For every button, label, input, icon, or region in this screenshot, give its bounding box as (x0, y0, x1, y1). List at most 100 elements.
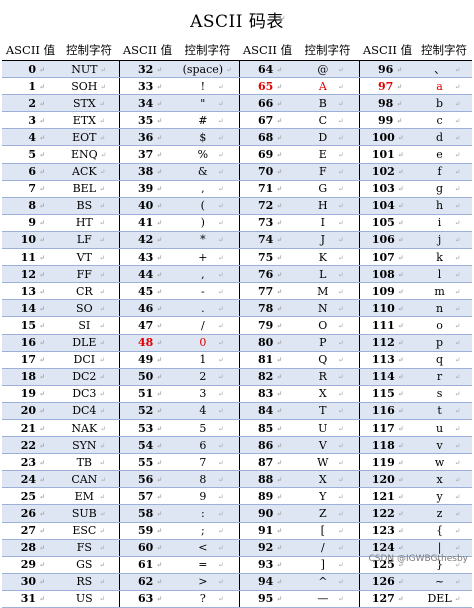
ascii-code: 81 (258, 353, 274, 367)
control-char-cell: FS ↵ (59, 539, 120, 557)
title-paragraph-mark: ↵ (279, 14, 286, 23)
paragraph-mark-icon: ↵ (217, 185, 224, 194)
ascii-code: 63 (138, 592, 154, 606)
paragraph-mark-icon: ↵ (276, 81, 283, 91)
ascii-code-cell: 4 ↵ (2, 128, 59, 147)
ascii-code-cell: 118 ↵ (359, 436, 416, 455)
ascii-code: 30 (20, 575, 37, 589)
paragraph-mark-icon: ↵ (276, 526, 283, 536)
control-char: e (436, 148, 443, 162)
paragraph-mark-icon: ↵ (99, 270, 106, 279)
ascii-code-cell: 22 ↵ (2, 436, 59, 455)
control-char-cell: 2 ↵ (176, 368, 240, 386)
ascii-code-cell: 69 ↵ (239, 145, 296, 164)
ascii-code-cell: 21 ↵ (2, 419, 59, 438)
table-row: 5 ↵ ENQ ↵ 37 ↵% ↵ 69 ↵ E ↵ 101 ↵ e ↵ (2, 145, 472, 164)
ascii-code-cell: 5 ↵ (2, 145, 59, 164)
ascii-code-cell: 20 ↵ (2, 402, 59, 420)
ascii-code: 102 (371, 165, 395, 179)
ascii-code: 67 (258, 113, 274, 127)
ascii-code: 105 (371, 216, 395, 230)
control-char: DC4 (72, 404, 97, 418)
ascii-code-cell: 87 ↵ (239, 453, 296, 472)
control-char: , (201, 182, 205, 196)
control-char-cell: GS ↵ (59, 556, 120, 574)
ascii-code: 116 (371, 404, 395, 418)
paragraph-mark-icon: ↵ (397, 406, 404, 416)
ascii-code-cell: 81 ↵ (239, 351, 296, 369)
paragraph-mark-icon: ↵ (397, 491, 404, 501)
paragraph-mark-icon: ↵ (396, 115, 403, 125)
control-char: ? (199, 592, 206, 606)
control-char-cell: ? ↵ (176, 590, 240, 608)
paragraph-mark-icon: ↵ (397, 338, 404, 348)
control-char-cell: m ↵ (416, 282, 472, 301)
paragraph-mark-icon: ↵ (454, 578, 461, 587)
ascii-code: 47 (138, 318, 154, 332)
paragraph-mark-icon: ↵ (39, 440, 45, 450)
control-char: b (436, 96, 444, 110)
control-char-cell: K ↵ (296, 248, 360, 267)
paragraph-mark-icon: ↵ (217, 492, 224, 501)
paragraph-mark-icon: ↵ (454, 509, 461, 518)
ascii-code: 92 (258, 541, 274, 555)
paragraph-mark-icon: ↵ (337, 168, 344, 177)
ascii-code: 111 (371, 318, 395, 332)
paragraph-mark-icon: ↵ (156, 115, 163, 125)
ascii-code: 112 (371, 336, 395, 350)
ascii-code-cell: 6 ↵ (2, 163, 59, 181)
control-char-cell: HT ↵ (59, 214, 120, 232)
ascii-code: 11 (20, 250, 37, 264)
ascii-code: 115 (371, 387, 395, 401)
ascii-code-cell: 43 ↵ (119, 248, 176, 267)
control-char-cell: $ ↵ (176, 128, 240, 147)
control-char: : (200, 506, 205, 520)
paragraph-mark-icon: ↵ (454, 492, 461, 501)
ascii-code: 8 (28, 199, 37, 213)
ascii-code: 32 (138, 62, 154, 76)
control-char: s (436, 387, 443, 401)
paragraph-mark-icon: ↵ (156, 235, 163, 245)
control-char: CAN (71, 472, 98, 486)
paragraph-mark-icon: ↵ (397, 201, 404, 211)
control-char: T (319, 404, 327, 418)
paragraph-mark-icon: ↵ (39, 577, 45, 587)
header-ascii-value-1: ASCII 值 (2, 40, 59, 61)
paragraph-mark-icon: ↵ (217, 168, 224, 177)
control-char-cell: 9 ↵ (176, 487, 240, 506)
ascii-code: 84 (258, 404, 274, 418)
paragraph-mark-icon: ↵ (217, 287, 224, 296)
control-char: 6 (199, 438, 207, 452)
paragraph-mark-icon: ↵ (396, 64, 403, 74)
control-char-cell: o ↵ (416, 316, 472, 335)
table-row: 19 ↵ DC3 ↵ 51 ↵ 3 ↵ 83 ↵ X ↵ 115 ↵ s ↵ (2, 385, 472, 403)
ascii-code-cell: 12 ↵ (2, 265, 59, 284)
control-char-cell: RS ↵ (59, 573, 120, 591)
control-char-cell: ] ↵ (296, 556, 360, 574)
ascii-code: 2 (28, 96, 37, 110)
control-char-cell: DEL ↵ (416, 590, 472, 608)
paragraph-mark-icon: ↵ (217, 390, 224, 399)
ascii-code-cell: 18 ↵ (2, 368, 59, 386)
paragraph-mark-icon: ↵ (454, 407, 461, 416)
control-char: B (318, 96, 327, 110)
ascii-code-cell: 85 ↵ (239, 419, 296, 438)
control-char: M (317, 284, 329, 298)
control-char-cell: NAK ↵ (59, 419, 120, 438)
control-char-cell: p ↵ (416, 334, 472, 352)
ascii-code: 28 (20, 541, 37, 555)
control-char: VT (76, 250, 92, 264)
paragraph-mark-icon: ↵ (337, 236, 344, 245)
paragraph-mark-icon: ↵ (99, 116, 106, 125)
ascii-code: 17 (20, 353, 37, 367)
paragraph-mark-icon: ↵ (99, 339, 106, 348)
paragraph-mark-icon: ↵ (276, 218, 283, 228)
control-char-cell: EOT ↵ (59, 128, 120, 147)
table-row: 18 ↵ DC2 ↵ 50 ↵ 2 ↵ 82 ↵ R ↵ 114 ↵ r ↵ (2, 368, 472, 386)
ascii-code: 72 (258, 199, 274, 213)
control-char: H (318, 199, 328, 213)
paragraph-mark-icon: ↵ (39, 474, 45, 484)
ascii-code-cell: 15 ↵ (2, 316, 59, 335)
control-char: x (436, 472, 443, 486)
control-char: | (437, 541, 442, 555)
